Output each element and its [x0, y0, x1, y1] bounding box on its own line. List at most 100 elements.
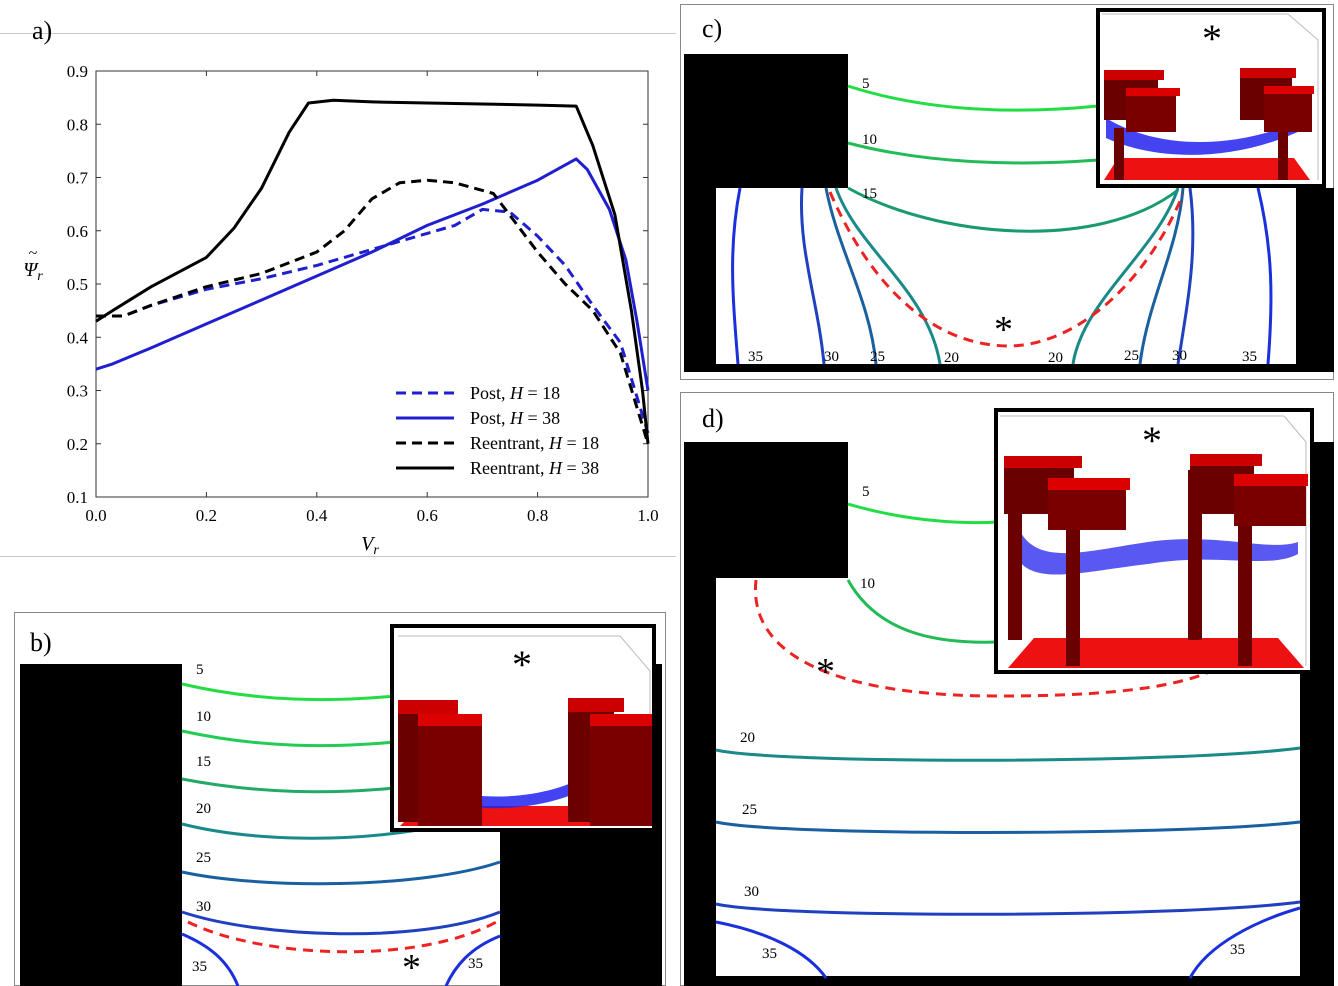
contour-line-20-left — [834, 187, 942, 365]
y-tick-label: 0.4 — [67, 328, 89, 347]
legend-entry: Post, H = 38 — [470, 408, 560, 428]
contour-label: 20 — [944, 350, 959, 366]
y-tick-label: 0.7 — [67, 169, 89, 188]
contour-line-5 — [181, 682, 396, 702]
contour-label: 30 — [744, 884, 759, 900]
y-tick-label: 0.5 — [67, 275, 88, 294]
contour-label: 25 — [196, 850, 211, 866]
inset-marker: * — [1142, 418, 1162, 463]
legend-entry: Post, H = 18 — [470, 383, 560, 403]
contour-label: 20 — [196, 801, 211, 817]
contour-line-15 — [181, 777, 396, 794]
plot-area: 0.0 0.2 0.4 0.6 0.8 1.0 0.1 0.2 0.3 0.4 0.5 0.6 0.7 0… — [67, 62, 659, 525]
inset-marker: * — [1202, 16, 1222, 61]
contour-label: 20 — [740, 730, 755, 746]
post-block-left — [20, 664, 182, 986]
pinning-marker: * — [816, 651, 835, 693]
contour-line-25 — [181, 860, 501, 886]
post-block-left — [684, 442, 848, 578]
x-tick-label: 0.8 — [527, 506, 548, 525]
y-tick-label: 0.9 — [67, 62, 88, 81]
contour-line-20-right — [1071, 187, 1180, 365]
series-line — [95, 157, 650, 391]
y-tick-label: 0.2 — [67, 435, 88, 454]
series-line — [96, 207, 650, 434]
y-axis-label: Ψr — [23, 259, 43, 284]
x-tick-label: 0.2 — [196, 506, 217, 525]
contour-line-25-right — [1138, 187, 1185, 365]
contour-panel-c: 5 10 15 35 30 25 20 20 25 30 35 * * — [684, 8, 1334, 372]
x-tick-label: 0.4 — [306, 506, 328, 525]
contour-label: 35 — [1230, 942, 1245, 958]
contour-line-5 — [847, 84, 1099, 112]
pinning-line — [187, 918, 501, 954]
contour-label: 30 — [1172, 348, 1187, 364]
contour-label: 10 — [862, 132, 877, 148]
contour-line-35-left — [731, 187, 742, 365]
y-tick-label: 0.8 — [67, 115, 88, 134]
y-tick-label: 0.3 — [67, 382, 88, 401]
contour-line-25 — [715, 820, 1301, 834]
series-line — [96, 178, 650, 445]
separator-line-top — [0, 33, 676, 34]
legend-entry: Reentrant, H = 18 — [470, 433, 599, 453]
pinning-marker: * — [402, 947, 421, 986]
legend-entry: Reentrant, H = 38 — [470, 458, 599, 478]
substrate-bottom — [684, 976, 1334, 986]
panel-label-b: b) — [30, 628, 52, 657]
contour-line-30 — [715, 900, 1301, 916]
contour-labels-d: 5 10 20 25 30 35 35 — [740, 484, 1245, 962]
series-line — [95, 98, 650, 444]
contour-label: 15 — [862, 186, 877, 202]
separator-line-mid — [0, 556, 676, 557]
inset-marker: * — [512, 642, 532, 687]
pinning-line — [828, 191, 1185, 348]
contour-label: 30 — [824, 349, 839, 365]
contour-label: 35 — [748, 349, 763, 365]
panel-label-d: d) — [702, 404, 724, 433]
contour-label: 35 — [762, 946, 777, 962]
contour-line-30 — [181, 910, 501, 936]
contour-labels-b: 5 10 15 20 25 30 35 35 — [192, 662, 483, 975]
contour-panel-b: 5 10 15 20 25 30 35 35 * * — [20, 624, 662, 986]
contour-label: 35 — [468, 956, 483, 972]
contour-line-5 — [847, 502, 999, 525]
post-block-right — [1296, 188, 1334, 370]
contour-label: 35 — [1242, 349, 1257, 365]
x-tick-label: 0.6 — [417, 506, 438, 525]
x-tick-label: 1.0 — [637, 506, 658, 525]
contour-line-35-left — [715, 920, 828, 979]
pinning-line — [753, 579, 1219, 698]
substrate-left-edge — [684, 578, 716, 978]
contour-line-30-right — [1176, 187, 1195, 365]
contour-line-10 — [847, 141, 1099, 165]
contour-label: 10 — [196, 709, 211, 725]
panel-label-c: c) — [702, 14, 723, 43]
contour-label: 15 — [196, 754, 211, 770]
contour-line-15 — [847, 186, 1179, 233]
y-tick-label: 0.6 — [67, 222, 88, 241]
substrate-left-edge — [684, 188, 716, 370]
contour-label: 5 — [196, 662, 204, 678]
contour-line-35-right — [1256, 187, 1273, 365]
x-axis-label: Vr — [361, 533, 379, 558]
contour-line-25-left — [824, 187, 878, 365]
contour-labels-c: 5 10 15 35 30 25 20 20 25 30 35 — [748, 76, 1257, 366]
contour-label: 10 — [860, 576, 875, 592]
contour-label: 25 — [742, 802, 757, 818]
inset-3d-d: * — [994, 408, 1314, 674]
contour-line-35-right — [444, 934, 501, 986]
contour-panel-d: 5 10 20 25 30 35 35 * * — [684, 408, 1334, 986]
contour-label: 5 — [862, 484, 870, 500]
contour-label: 35 — [192, 959, 207, 975]
y-tick-label: 0.1 — [67, 488, 88, 507]
contour-label: 30 — [196, 899, 211, 915]
contour-line-35-left — [181, 932, 240, 986]
inset-3d-c: * — [1096, 8, 1326, 188]
contour-label: 20 — [1048, 350, 1063, 366]
contour-line-10 — [181, 729, 396, 748]
y-axis-label-tilde: ~ — [29, 245, 38, 262]
chart-panel-a: 0.0 0.2 0.4 0.6 0.8 1.0 0.1 0.2 0.3 0.4 0.5 0.6 0.7 0… — [23, 62, 659, 558]
panel-label-a: a) — [32, 16, 53, 45]
contour-line-35-right — [1188, 906, 1301, 979]
